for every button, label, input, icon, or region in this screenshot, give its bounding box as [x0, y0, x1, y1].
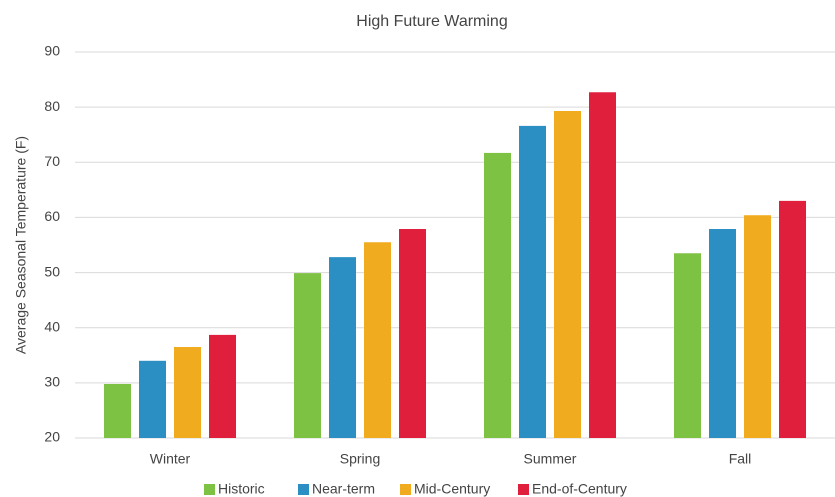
x-tick-label: Winter: [150, 451, 191, 467]
bar: [139, 360, 166, 438]
legend-label: End-of-Century: [532, 481, 627, 497]
bar: [674, 253, 701, 438]
y-tick-label: 20: [44, 429, 60, 445]
bar: [329, 257, 356, 438]
bar: [554, 111, 581, 438]
bar: [209, 334, 236, 438]
legend-label: Near-term: [312, 481, 375, 497]
x-tick-label: Summer: [524, 451, 577, 467]
bar: [744, 215, 771, 438]
bar: [364, 242, 391, 438]
chart-title: High Future Warming: [356, 13, 507, 30]
bar: [589, 92, 616, 439]
bar: [709, 229, 736, 438]
bar: [399, 229, 426, 438]
legend-swatch: [400, 484, 411, 495]
legend-swatch: [298, 484, 309, 495]
bar: [174, 347, 201, 438]
y-tick-label: 70: [44, 153, 60, 169]
x-tick-label: Fall: [729, 451, 752, 467]
y-tick-label: 30: [44, 374, 60, 390]
y-tick-label: 80: [44, 98, 60, 114]
x-tick-label: Spring: [340, 451, 380, 467]
legend-label: Historic: [218, 481, 265, 497]
y-axis-label: Average Seasonal Temperature (F): [13, 136, 29, 354]
bar: [294, 273, 321, 438]
y-tick-label: 40: [44, 318, 60, 334]
legend-label: Mid-Century: [414, 481, 490, 497]
y-tick-label: 50: [44, 263, 60, 279]
bar: [779, 200, 806, 438]
bar: [484, 152, 511, 438]
bar: [519, 125, 546, 439]
bar: [104, 383, 131, 438]
legend-swatch: [204, 484, 215, 495]
y-tick-label: 60: [44, 208, 60, 224]
legend-swatch: [518, 484, 529, 495]
y-tick-label: 90: [44, 43, 60, 59]
